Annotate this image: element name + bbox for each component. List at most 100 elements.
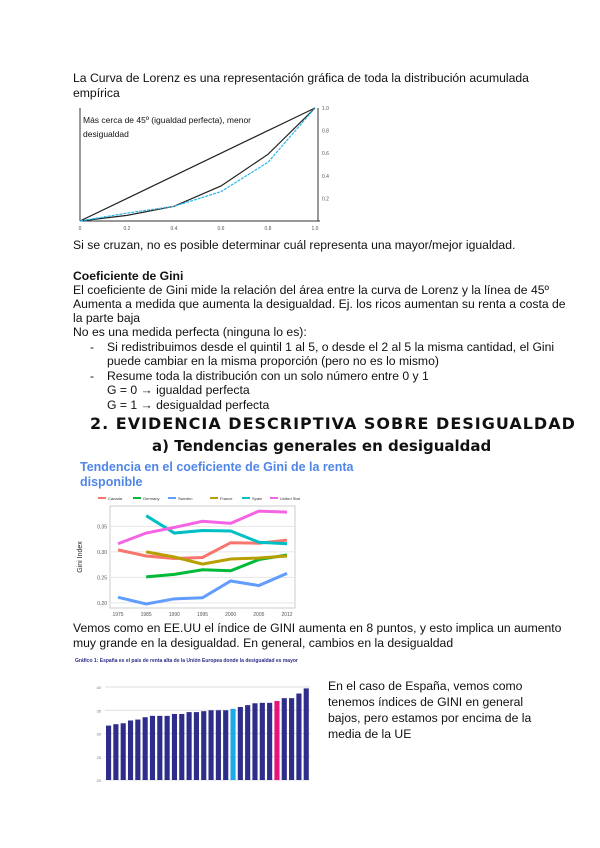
gini-paragraph: No es una medida perfecta (ninguna lo es… [73,325,307,339]
bar [230,708,236,780]
bar [245,705,251,780]
series-line-united-states [117,509,288,546]
gini-chart-title: Tendencia en el coeficiente de Gini de l… [80,460,354,489]
y-tick-label: 0.2 [322,196,329,202]
bar [303,688,309,780]
x-tick-label: 2012 [281,612,292,618]
y-tick-label: 0.4 [322,174,329,180]
bar [113,724,119,780]
series-line-spain [145,514,288,546]
annotation: Más cerca de 45º (igualdad perfecta), me… [83,115,251,125]
usa-paragraph: Vemos como en EE.UU el índice de GINI au… [73,621,562,635]
gini-heading: Coeficiente de Gini [73,269,184,283]
gini-paragraph: la parte baja [73,311,141,325]
y-tick-label: 0.25 [97,575,107,581]
bar [164,715,170,780]
x-tick-label: 0.6 [218,226,225,232]
x-tick-label: 2005 [253,612,264,618]
spain-line: En el caso de España, vemos como [328,679,523,693]
x-tick-label: 2000 [225,612,236,618]
bar [171,713,178,780]
bar [296,693,302,780]
bar [193,712,199,780]
spain-line: media de la UE [328,727,412,741]
bar [157,715,163,780]
bullet-item-cont: puede cambiar en la misma proporción (pe… [107,354,439,368]
y-tick-label: 1.0 [322,106,329,112]
bar [149,715,156,780]
series-line-france [145,550,288,566]
bar [252,703,258,780]
bullet-item: Si redistribuimos desde el quintil 1 al … [107,340,555,354]
x-tick-label: 1995 [197,612,208,618]
bar [237,706,243,780]
y-axis-label: Gini Index [77,541,84,573]
bar [259,702,265,780]
x-tick-label: 1975 [112,612,123,618]
spain-paragraph: En el caso de España, vemos como tenemos… [328,678,531,742]
bullet-marker: - [90,369,95,383]
y-tick-label: 25 [97,755,102,760]
bar [135,719,141,780]
bar [179,713,185,780]
x-tick-label: 0 [79,226,82,232]
lorenz-note: Si se cruzan, no es posible determinar c… [73,238,516,252]
y-tick-label: 30 [97,732,102,737]
legend-label: Canada [108,496,123,501]
legend-label: France [220,496,233,501]
series-line-sweden [117,571,288,606]
x-tick-label: 0.4 [171,226,178,232]
legend-label: Spain [252,496,262,501]
bar [186,712,192,780]
gini-paragraph: Aumenta a medida que aumenta la desigual… [73,297,566,311]
x-tick-label: 0.2 [124,226,131,232]
bar [281,698,287,780]
eu-gini-bar-chart: 20 25 30 35 40 [97,685,310,783]
y-tick-label: 0.35 [97,524,107,530]
spain-line: bajos, pero estamos por encima de la [328,711,532,725]
spain-line: tenemos índices de GINI en general [328,695,524,709]
bar [127,720,134,780]
lorenz-curve-chart: 0 0.2 0.4 0.6 0.8 1.0 0.2 0.4 0.6 0.8 1.0 Más cerca… [79,106,330,232]
bar [106,725,112,780]
bar-chart-title: Gráfico 1: España es el país de renta al… [75,658,298,664]
lorenz-series-1 [79,107,316,222]
gini-paragraph: El coeficiente de Gini mide la relación … [73,283,549,297]
y-tick-label: 20 [97,778,102,783]
x-tick-label: 1.0 [312,226,319,232]
bar [208,710,214,780]
gini-trend-chart: 0.20 0.25 0.30 0.35 1975 1985 1990 1995 2000 2005… [77,496,300,618]
bar [223,710,229,780]
y-tick-label: 0.6 [322,151,329,157]
subsection-title: a) Tendencias generales en desigualdad [152,437,492,455]
bullet-marker: - [90,340,95,354]
legend-label: Sweden [178,496,192,501]
bar [142,717,148,780]
y-tick-label: 0.20 [97,601,107,607]
gini-one: G = 1 → desigualdad perfecta [107,398,270,412]
x-tick-label: 1990 [169,612,180,618]
y-tick-label: 0.8 [322,129,329,135]
legend-label: United States [280,496,300,501]
lorenz-series-0 [79,107,316,222]
bar [267,702,273,780]
gini-zero: G = 0 → igualdad perfecta [107,383,250,397]
y-tick-label: 40 [97,685,102,690]
y-tick-label: 0.30 [97,550,107,556]
bar [215,710,221,780]
annotation: desigualdad [83,129,129,139]
lorenz-intro-cont: empírica [73,86,120,100]
lorenz-intro: La Curva de Lorenz es una representación… [73,71,529,85]
bar [289,698,295,780]
bar [120,723,126,780]
bar [201,711,207,780]
bullet-item: Resume toda la distribución con un solo … [107,369,429,383]
y-tick-label: 35 [97,708,102,713]
x-tick-label: 1985 [141,612,152,618]
usa-paragraph-cont: muy grande en la desigualdad. En general… [73,636,454,650]
section-title: 2. EVIDENCIA DESCRIPTIVA SOBRE DESIGUALD… [90,414,576,433]
x-tick-label: 0.8 [265,226,272,232]
legend-label: Germany [143,496,159,501]
bar [274,700,280,780]
